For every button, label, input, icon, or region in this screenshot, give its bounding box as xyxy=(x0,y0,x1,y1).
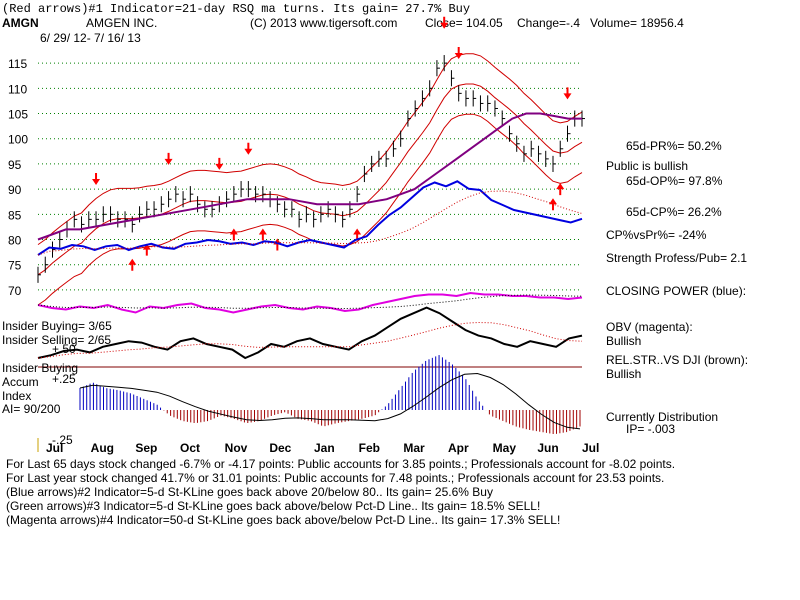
sell-arrow xyxy=(244,142,253,155)
sell-arrow xyxy=(563,87,572,100)
cpvspr-text: CP%vsPr%= -24% xyxy=(606,228,707,242)
plus25-label: +.25 xyxy=(52,372,76,386)
x-tick-label: Jan xyxy=(314,441,335,455)
date-range: 6/ 29/ 12- 7/ 16/ 13 xyxy=(40,31,141,45)
y-tick-label: 105 xyxy=(8,108,28,122)
strength-text: Strength Profess/Pub= 2.1 xyxy=(606,251,747,265)
sell-arrow xyxy=(440,16,449,29)
y-tick-label: 95 xyxy=(8,158,22,172)
y-tick-label: 85 xyxy=(8,208,22,222)
x-tick-label: Aug xyxy=(91,441,114,455)
price-bars xyxy=(37,55,585,283)
sell-arrow xyxy=(92,173,101,186)
x-tick-label: Jun xyxy=(537,441,558,455)
x-axis: Jul Aug Sep Oct Nov Dec Jan Feb Mar Apr May Jun Jul xyxy=(46,441,599,455)
y-tick-label: 75 xyxy=(8,259,22,273)
change-value: Change=-.4 xyxy=(517,16,580,30)
plus50-label: +.50 xyxy=(52,342,76,356)
closing-power-text: CLOSING POWER (blue): xyxy=(606,284,746,298)
x-tick-label: Nov xyxy=(225,441,248,455)
footer-line5: (Magenta arrows)#4 Indicator=50-d St-KLi… xyxy=(6,513,560,527)
distribution-text: Currently Distribution xyxy=(606,410,718,424)
y-tick-label: 70 xyxy=(8,284,22,298)
ip-text: IP= -.003 xyxy=(626,422,675,436)
y-tick-label: 110 xyxy=(8,82,27,96)
x-tick-label: Dec xyxy=(269,441,291,455)
buy-arrow xyxy=(548,198,557,211)
y-tick-label: 100 xyxy=(8,133,28,147)
x-tick-label: Mar xyxy=(403,441,425,455)
lower-band xyxy=(37,113,583,306)
public-text: Public is bullish xyxy=(606,159,688,173)
y-tick-label: 90 xyxy=(8,183,22,197)
middle-band xyxy=(37,83,583,276)
buy-arrow xyxy=(229,228,238,241)
x-tick-label: Apr xyxy=(448,441,469,455)
x-tick-label: Jul xyxy=(46,441,63,455)
relstr-value-text: Bullish xyxy=(606,367,641,381)
insider-buying2-label: Insider Buying xyxy=(2,361,78,375)
copyright-label: (C) 2013 www.tigersoft.com xyxy=(250,16,397,30)
accum-ma xyxy=(79,372,581,430)
buy-arrow xyxy=(556,183,565,196)
cp-text: 65d-CP%= 26.2% xyxy=(626,205,722,219)
accum-label: Accum xyxy=(2,375,39,389)
sell-arrow xyxy=(164,152,173,165)
footer-line1: For Last 65 days stock changed -6.7% or … xyxy=(6,457,675,471)
relstr-line xyxy=(37,306,583,360)
y-axis: 70 75 80 85 90 95 100 105 110 115 xyxy=(8,57,28,298)
insider-selling-label: Insider Selling= 2/65 xyxy=(2,333,111,347)
x-tick-label: May xyxy=(493,441,517,455)
x-tick-label: Oct xyxy=(180,441,200,455)
x-tick-label: Feb xyxy=(359,441,380,455)
ai-label: AI= 90/200 xyxy=(2,402,61,416)
footer-line2: For Last year stock changed 41.7% or 31.… xyxy=(6,471,664,485)
close-value: Close= 104.05 xyxy=(425,16,503,30)
ticker-label: AMGN xyxy=(2,16,39,30)
insider-buying-label: Insider Buying= 3/65 xyxy=(2,319,112,333)
obv-line xyxy=(37,291,583,314)
sell-arrow xyxy=(215,157,224,170)
op-text: 65d-OP%= 97.8% xyxy=(626,174,723,188)
buy-arrow xyxy=(258,228,267,241)
ma50-line xyxy=(37,112,582,241)
gridlines xyxy=(38,62,582,291)
x-tick-label: Sep xyxy=(135,441,157,455)
closing-power-ma xyxy=(37,190,583,256)
footer-line3: (Blue arrows)#2 Indicator=5-d St-KLine g… xyxy=(6,485,493,499)
obv-ma xyxy=(37,294,583,310)
footer-line4: (Green arrows)#3 Indicator=5-d St-KLine … xyxy=(6,499,540,513)
signal-arrows xyxy=(92,16,572,271)
minus25-label: -.25 xyxy=(52,433,73,447)
upper-band xyxy=(37,53,583,246)
pr-text: 65d-PR%= 50.2% xyxy=(626,139,722,153)
y-tick-label: 80 xyxy=(8,234,22,248)
obv-label-text: OBV (magenta): xyxy=(606,320,693,334)
sell-arrow xyxy=(454,47,463,60)
relstr-label-text: REL.STR..VS DJI (brown): xyxy=(606,353,748,367)
company-label: AMGEN INC. xyxy=(86,16,157,30)
relstr-ma xyxy=(37,321,583,359)
closing-power-line xyxy=(37,180,583,256)
x-tick-label: Jul xyxy=(582,441,599,455)
obv-value-text: Bullish xyxy=(606,334,641,348)
volume-value: Volume= 18956.4 xyxy=(590,16,684,30)
index-label: Index xyxy=(2,389,31,403)
buy-arrow xyxy=(128,258,137,271)
buy-arrow xyxy=(353,228,362,241)
header-line1: (Red arrows)#1 Indicator=21-day RSQ ma t… xyxy=(2,2,470,16)
y-tick-label: 115 xyxy=(8,57,27,71)
